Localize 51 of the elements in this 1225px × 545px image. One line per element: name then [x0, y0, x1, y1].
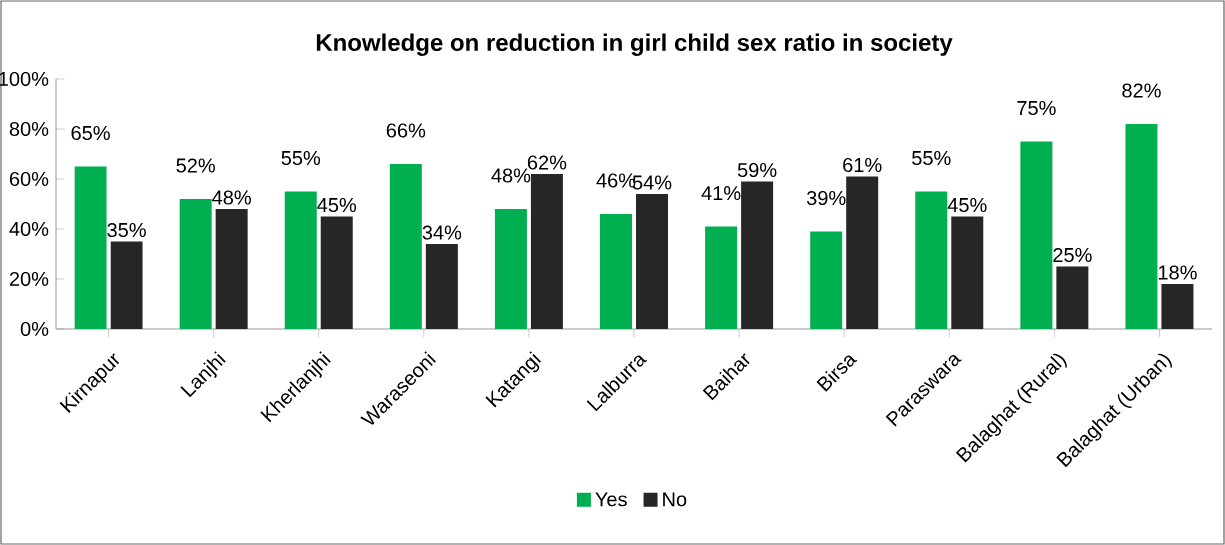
bar	[389, 163, 422, 329]
y-tick-label: 80%	[9, 121, 49, 137]
bar	[705, 226, 738, 329]
bar	[320, 216, 353, 329]
data-label: 61%	[843, 157, 882, 173]
bar	[179, 198, 212, 329]
y-tick-label: 0%	[20, 321, 49, 337]
bar	[1161, 283, 1194, 329]
data-label: 45%	[317, 198, 357, 213]
data-label: 52%	[176, 158, 215, 173]
bar	[1056, 266, 1089, 329]
bar	[530, 173, 563, 329]
y-tick-label: 100%	[0, 71, 49, 87]
data-label: 35%	[107, 222, 146, 238]
bar	[1125, 123, 1158, 329]
bar	[741, 181, 774, 329]
data-label: 59%	[737, 162, 777, 178]
y-tick-label: 60%	[9, 171, 49, 187]
data-label: 75%	[1017, 101, 1056, 116]
bar	[284, 191, 317, 329]
bar	[215, 208, 248, 329]
data-label: 34%	[422, 225, 462, 240]
data-label: 18%	[1158, 265, 1197, 280]
y-tick-label: 20%	[9, 271, 49, 287]
bar	[846, 176, 879, 329]
data-label: 55%	[281, 151, 321, 166]
data-label: 39%	[806, 190, 846, 206]
bar	[600, 213, 632, 329]
bar	[915, 191, 948, 329]
bar	[636, 193, 668, 329]
bar	[951, 216, 984, 329]
data-label: 66%	[386, 123, 426, 138]
bar	[810, 231, 843, 329]
data-label: 41%	[701, 186, 741, 201]
bar	[1020, 141, 1053, 329]
bar	[494, 208, 527, 329]
data-label: 82%	[1122, 83, 1161, 98]
data-label: 55%	[912, 151, 951, 166]
data-label: 62%	[527, 155, 567, 170]
chart-title: Knowledge on reduction in girl child sex ratio in society	[316, 33, 953, 56]
legend-label: No	[663, 492, 687, 507]
data-label: 25%	[1053, 247, 1092, 263]
y-tick-label: 40%	[9, 221, 49, 237]
bar	[425, 243, 458, 329]
legend-label: Yes	[595, 492, 627, 507]
bar	[74, 166, 107, 329]
bar	[110, 241, 143, 329]
data-label: 45%	[947, 198, 987, 213]
data-label: 65%	[71, 125, 110, 141]
data-label: 48%	[491, 168, 531, 183]
data-label: 48%	[212, 190, 251, 205]
